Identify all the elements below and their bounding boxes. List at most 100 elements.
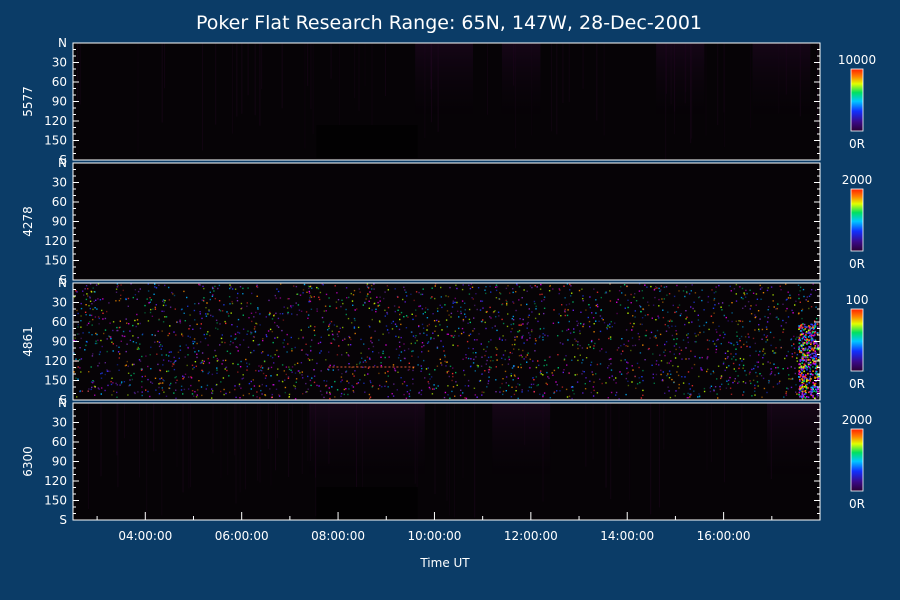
speckle [474,304,476,307]
speckle [386,329,389,331]
speckle [191,393,194,395]
speckle [302,292,304,294]
emission-streak [137,43,139,155]
speckle [685,347,687,349]
speckle [271,356,274,359]
emission-streak [717,43,719,125]
speckle [91,303,93,305]
speckle [808,362,810,364]
speckle [731,358,733,360]
speckle [523,342,525,344]
speckle [293,384,295,387]
speckle [173,331,175,333]
speckle [800,325,803,328]
speckle [796,357,798,359]
speckle [765,326,768,328]
speckle [506,304,508,306]
speckle [338,331,340,333]
speckle [620,345,622,347]
speckle [686,291,688,293]
speckle [327,329,329,331]
speckle [348,388,350,390]
speckle [800,326,802,329]
speckle [329,305,331,307]
speckle [678,383,680,386]
speckle [591,371,593,373]
speckle [176,379,178,381]
speckle [305,353,307,355]
speckle [388,332,390,334]
speckle [112,350,114,352]
speckle [801,345,803,347]
speckle [799,339,801,341]
speckle [715,345,718,347]
speckle [799,395,801,398]
speckle [106,350,108,353]
emission-streak [355,403,357,512]
speckle [619,371,621,373]
speckle [571,397,573,400]
speckle [165,304,167,307]
speckle [708,339,711,342]
speckle [718,325,720,327]
speckle [361,357,363,359]
speckle [147,283,149,285]
speckle [203,333,205,336]
speckle [798,363,800,366]
speckle [307,375,309,378]
speckle [488,369,491,371]
speckle [798,388,801,390]
speckle [352,386,355,388]
speckle [477,365,479,367]
speckle [627,299,629,301]
emission-streak [596,43,598,121]
speckle [694,332,696,335]
speckle [644,314,647,317]
speckle [672,365,674,367]
emission-streak [605,403,607,488]
speckle [236,346,239,349]
emission-streak [799,43,801,117]
speckle [812,395,814,397]
speckle [766,339,769,341]
speckle [516,336,518,338]
speckle [447,385,449,387]
speckle [802,344,805,346]
speckle [803,363,806,366]
speckle [101,345,103,348]
speckle [476,364,478,367]
speckle [809,353,812,356]
speckle [296,293,298,295]
speckle [216,372,218,374]
speckle [522,349,524,352]
speckle [481,300,484,302]
speckle [511,328,513,330]
speckle [698,395,701,398]
speckle [749,354,751,357]
speckle [502,335,504,337]
speckle [815,306,817,308]
speckle [294,398,297,400]
speckle [806,378,808,380]
speckle [144,375,146,377]
speckle [102,318,104,320]
speckle [798,297,800,300]
speckle [87,288,89,290]
speckle [382,352,384,355]
speckle [798,337,801,339]
speckle [801,317,803,320]
speckle [802,332,805,335]
panel-label-4861: 4861 [21,326,35,357]
speckle [564,314,566,317]
speckle [540,283,542,286]
speckle [109,322,111,324]
emission-streak [361,403,363,510]
y-tick-label: 90 [52,95,67,109]
speckle [392,395,395,397]
speckle [231,324,233,326]
speckle [641,317,644,319]
speckle [127,305,129,307]
colorbar-max-label: 2000 [842,173,873,187]
speckle [802,382,805,385]
speckle [179,349,182,351]
